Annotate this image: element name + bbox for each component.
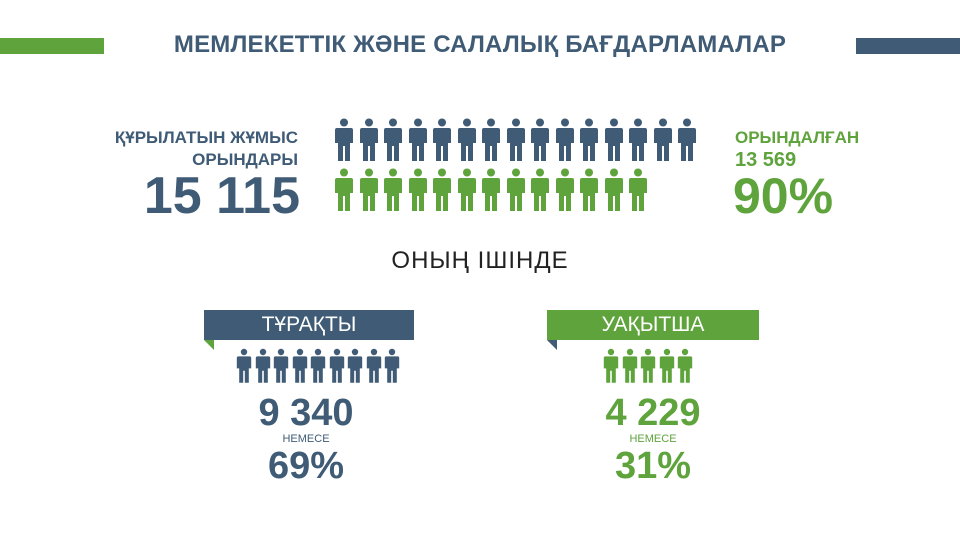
person-icon — [579, 168, 604, 222]
header-accent-bar-right — [856, 38, 960, 54]
person-icon — [653, 118, 678, 172]
person-icon — [359, 118, 384, 172]
person-icon — [628, 168, 653, 222]
person-icon — [359, 168, 384, 222]
permanent-ribbon-fold — [204, 340, 214, 350]
person-icon — [457, 168, 482, 222]
permanent-ribbon-label: ТҰРАҚТЫ — [261, 313, 357, 336]
person-icon — [273, 348, 292, 388]
completed-people-row — [334, 168, 653, 222]
person-icon — [310, 348, 329, 388]
person-icon — [432, 168, 457, 222]
header-accent-bar-left — [0, 38, 104, 54]
temporary-value: 4 229 — [605, 392, 701, 434]
person-icon — [604, 118, 629, 172]
person-icon — [408, 118, 433, 172]
person-icon — [506, 168, 531, 222]
person-icon — [628, 118, 653, 172]
permanent-or-label: НЕМЕСЕ — [282, 433, 330, 445]
person-icon — [530, 118, 555, 172]
person-icon — [579, 118, 604, 172]
planned-people-row — [334, 118, 702, 172]
person-icon — [383, 168, 408, 222]
breakdown-heading: ОНЫҢ ІШІНДЕ — [391, 247, 569, 274]
temporary-ribbon: УАҚЫТША — [547, 310, 759, 350]
permanent-percent: 69% — [267, 445, 345, 487]
planned-jobs-label-line2: ОРЫНДАРЫ — [192, 150, 298, 169]
person-icon — [255, 348, 274, 388]
person-icon — [236, 348, 255, 388]
person-icon — [555, 168, 580, 222]
person-icon — [432, 118, 457, 172]
person-icon — [366, 348, 385, 388]
person-icon — [622, 348, 641, 388]
person-icon — [677, 348, 696, 388]
temporary-percent: 31% — [614, 445, 692, 487]
person-icon — [481, 168, 506, 222]
temporary-or-label: НЕМЕСЕ — [629, 433, 677, 445]
completed-label: ОРЫНДАЛҒАН — [735, 128, 860, 147]
person-icon — [329, 348, 348, 388]
temporary-ribbon-fold — [547, 340, 557, 350]
permanent-value: 9 340 — [258, 392, 354, 434]
person-icon — [457, 118, 482, 172]
planned-jobs-label: ҚҰРЫЛАТЫН ЖҰМЫС ОРЫНДАРЫ — [60, 127, 298, 171]
planned-jobs-value: 15 115 — [143, 167, 300, 225]
person-icon — [659, 348, 678, 388]
person-icon — [334, 118, 359, 172]
permanent-ribbon: ТҰРАҚТЫ — [204, 310, 414, 350]
completed-count: 13 569 — [735, 149, 797, 171]
completed-percent: 90% — [733, 168, 834, 224]
person-icon — [383, 118, 408, 172]
person-icon — [334, 168, 359, 222]
person-icon — [555, 118, 580, 172]
planned-jobs-label-line1: ҚҰРЫЛАТЫН ЖҰМЫС — [114, 128, 298, 147]
person-icon — [603, 348, 622, 388]
person-icon — [481, 118, 506, 172]
temporary-ribbon-label: УАҚЫТША — [601, 313, 705, 336]
permanent-people-row — [236, 348, 403, 388]
person-icon — [640, 348, 659, 388]
person-icon — [408, 168, 433, 222]
person-icon — [384, 348, 403, 388]
person-icon — [292, 348, 311, 388]
person-icon — [530, 168, 555, 222]
page-title: МЕМЛЕКЕТТІК ЖӘНЕ САЛАЛЫҚ БАҒДАРЛАМАЛАР — [173, 31, 787, 58]
person-icon — [506, 118, 531, 172]
person-icon — [604, 168, 629, 222]
person-icon — [347, 348, 366, 388]
temporary-people-row — [603, 348, 696, 388]
person-icon — [677, 118, 702, 172]
